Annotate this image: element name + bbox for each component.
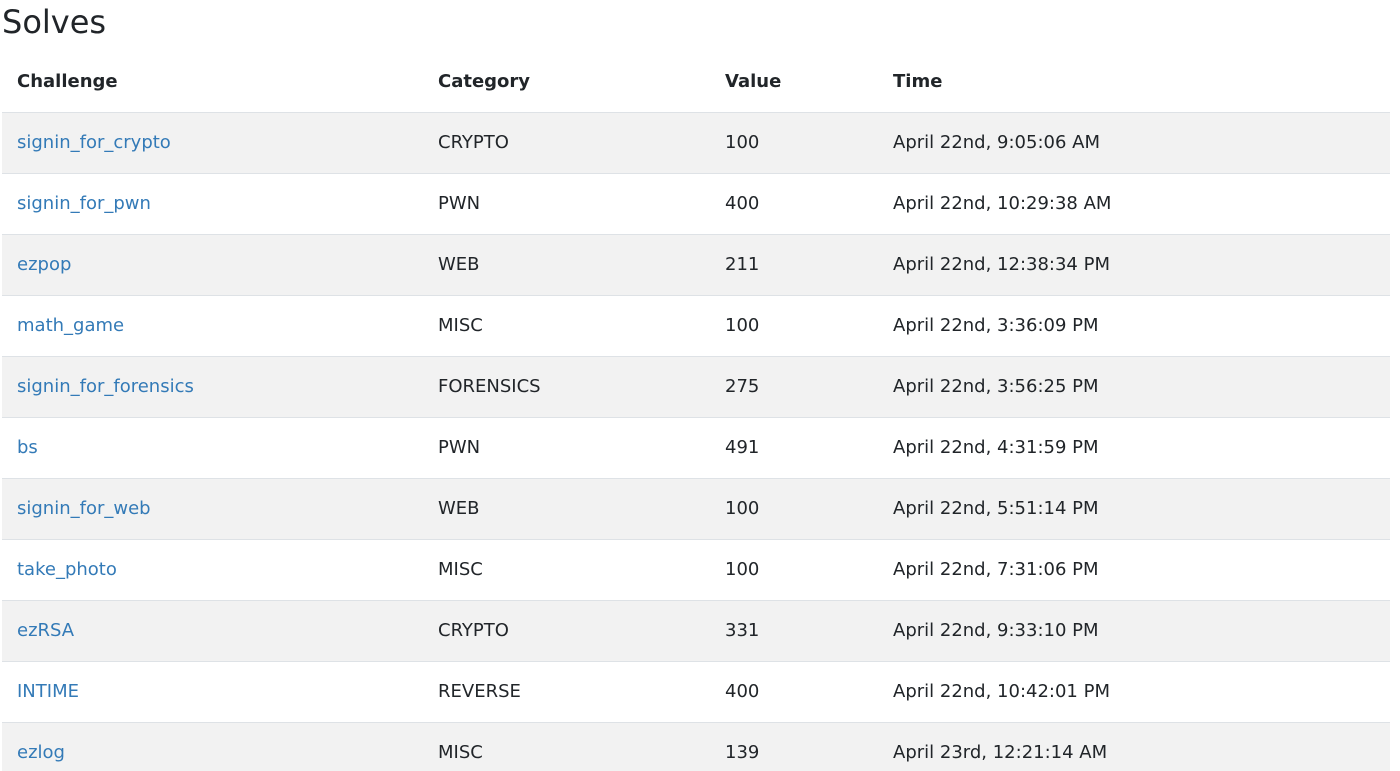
category-cell: PWN — [438, 437, 481, 458]
category-cell: MISC — [438, 742, 483, 764]
category-cell: WEB — [438, 498, 480, 519]
table-row: signin_for_web WEB 100 April 22nd, 5:51:… — [2, 478, 1390, 539]
challenge-cell: math_game — [2, 295, 423, 356]
time-cell: April 22nd, 9:05:06 AM — [893, 132, 1100, 153]
challenge-column-header: Challenge — [17, 71, 118, 93]
challenge-cell: take_photo — [2, 539, 423, 600]
challenge-link[interactable]: math_game — [17, 315, 125, 336]
challenge-cell: signin_for_web — [2, 478, 423, 539]
time-cell: April 22nd, 3:56:25 PM — [893, 376, 1099, 397]
challenge-link[interactable]: signin_for_pwn — [17, 193, 151, 214]
challenge-link[interactable]: ezlog — [17, 742, 65, 764]
time-cell: April 22nd, 4:31:59 PM — [893, 437, 1099, 458]
time-cell: April 22nd, 12:38:34 PM — [893, 254, 1110, 275]
value-cell: 100 — [725, 132, 760, 153]
time-cell: April 22nd, 10:42:01 PM — [893, 681, 1110, 702]
table-row: signin_for_pwn PWN 400 April 22nd, 10:29… — [2, 173, 1390, 234]
value-cell: 491 — [725, 437, 760, 458]
table-row: ezpop WEB 211 April 22nd, 12:38:34 PM — [2, 234, 1390, 295]
value-cell: 100 — [725, 315, 760, 336]
category-column-header: Category — [438, 71, 531, 93]
category-cell: MISC — [438, 315, 483, 336]
value-cell: 211 — [725, 254, 760, 275]
value-cell: 331 — [725, 620, 760, 641]
category-cell: CRYPTO — [438, 132, 509, 153]
table-row: ezlog MISC 139 April 23rd, 12:21:14 AM — [2, 722, 1390, 771]
time-cell: April 22nd, 10:29:38 AM — [893, 193, 1112, 214]
time-cell: April 22nd, 9:33:10 PM — [893, 620, 1099, 641]
challenge-link[interactable]: INTIME — [17, 681, 79, 702]
value-cell: 400 — [725, 193, 760, 214]
challenge-link[interactable]: ezpop — [17, 254, 72, 275]
value-cell: 100 — [725, 498, 760, 519]
table-row: math_game MISC 100 April 22nd, 3:36:09 P… — [2, 295, 1390, 356]
solves-table: Challenge Category Value Time signin_for… — [2, 52, 1390, 771]
category-cell: PWN — [438, 193, 481, 214]
category-cell: FORENSICS — [438, 376, 541, 397]
time-column-header: Time — [893, 71, 943, 93]
challenge-cell: signin_for_forensics — [2, 356, 423, 417]
time-cell: April 22nd, 3:36:09 PM — [893, 315, 1099, 336]
table-row: INTIME REVERSE 400 April 22nd, 10:42:01 … — [2, 661, 1390, 722]
category-cell: MISC — [438, 559, 483, 580]
challenge-cell: signin_for_crypto — [2, 112, 423, 173]
table-body: signin_for_crypto CRYPTO 100 April 22nd,… — [2, 112, 1390, 771]
challenge-cell: bs — [2, 417, 423, 478]
value-column-header: Value — [725, 71, 782, 93]
value-cell: 275 — [725, 376, 760, 397]
time-cell: April 23rd, 12:21:14 AM — [893, 742, 1108, 764]
challenge-cell: INTIME — [2, 661, 423, 722]
challenge-cell: ezRSA — [2, 600, 423, 661]
value-cell: 100 — [725, 559, 760, 580]
challenge-cell: ezlog — [2, 722, 423, 771]
category-cell: REVERSE — [438, 681, 521, 702]
challenge-link[interactable]: signin_for_forensics — [17, 376, 194, 397]
value-cell: 400 — [725, 681, 760, 702]
time-cell: April 22nd, 5:51:14 PM — [893, 498, 1099, 519]
category-cell: WEB — [438, 254, 480, 275]
table-header: Challenge Category Value Time — [2, 52, 1390, 112]
time-cell: April 22nd, 7:31:06 PM — [893, 559, 1099, 580]
challenge-cell: signin_for_pwn — [2, 173, 423, 234]
page-title: Solves — [2, 3, 107, 41]
table-row: signin_for_crypto CRYPTO 100 April 22nd,… — [2, 112, 1390, 173]
challenge-link[interactable]: signin_for_web — [17, 498, 151, 519]
challenge-link[interactable]: bs — [17, 437, 38, 458]
challenge-link[interactable]: ezRSA — [17, 620, 75, 641]
table-row: signin_for_forensics FORENSICS 275 April… — [2, 356, 1390, 417]
header-row: Challenge Category Value Time — [2, 52, 1390, 112]
challenge-cell: ezpop — [2, 234, 423, 295]
table-row: ezRSA CRYPTO 331 April 22nd, 9:33:10 PM — [2, 600, 1390, 661]
category-cell: CRYPTO — [438, 620, 509, 641]
challenge-link[interactable]: signin_for_crypto — [17, 132, 171, 153]
value-cell: 139 — [725, 742, 760, 764]
table-row: bs PWN 491 April 22nd, 4:31:59 PM — [2, 417, 1390, 478]
table-row: take_photo MISC 100 April 22nd, 7:31:06 … — [2, 539, 1390, 600]
challenge-link[interactable]: take_photo — [17, 559, 117, 580]
